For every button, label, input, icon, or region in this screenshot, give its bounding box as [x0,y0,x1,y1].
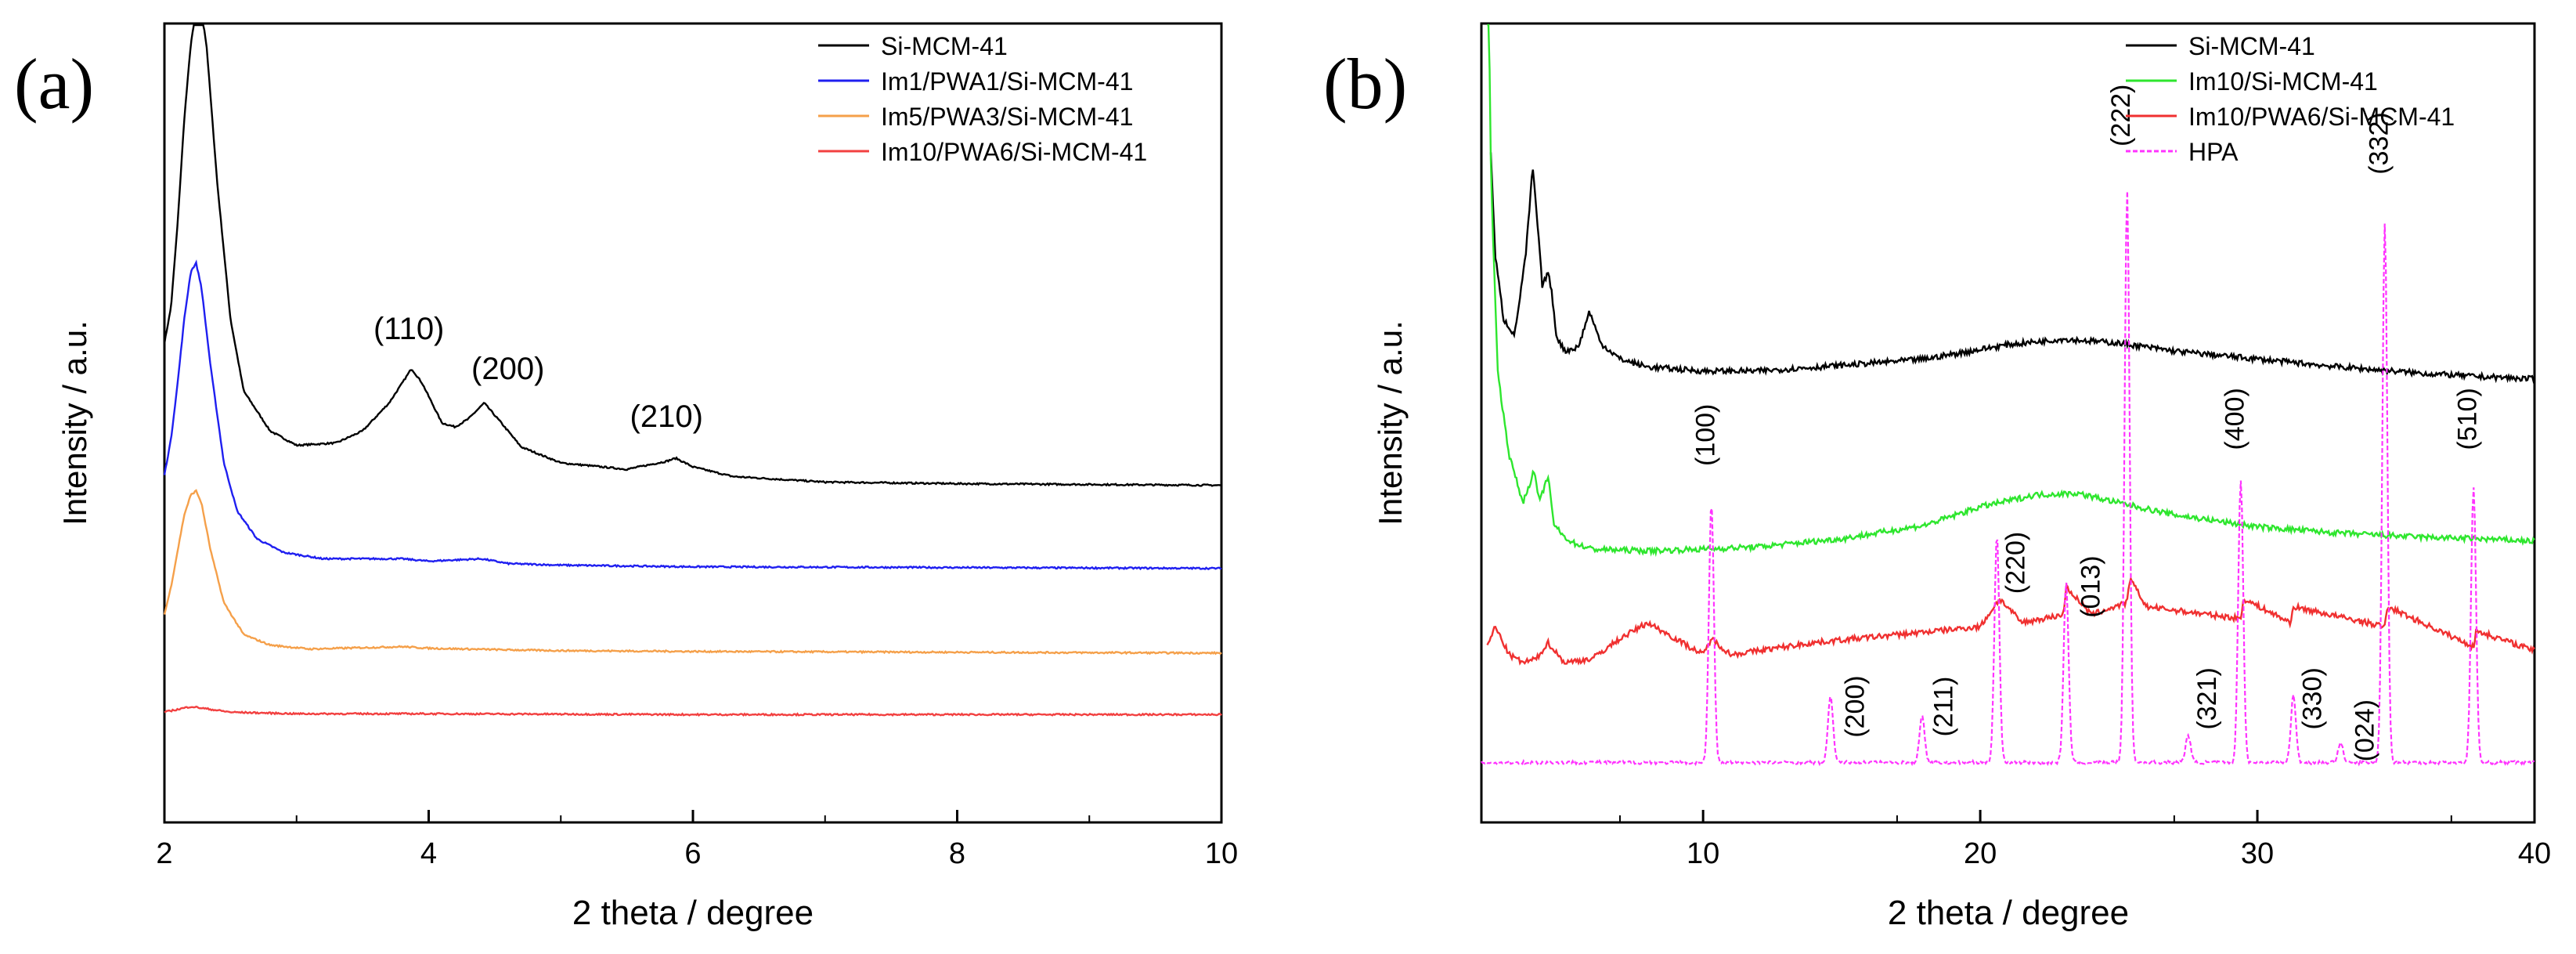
peak-label: (200) [1840,675,1870,737]
series-line-im5-pwa3-si-mcm-41 [163,489,1222,656]
peak-label: (332) [2364,112,2394,174]
plot-frame-b [1480,22,2536,824]
chart-panel-b: (b) Intensity / a.u. 2 theta / degree 10… [1323,22,2551,932]
panel-label-b: (b) [1323,44,1407,124]
x-tick-label: 10 [1687,837,1719,870]
series-line-hpa [1481,191,2535,767]
series-line-im10-pwa6-si-mcm-41 [164,705,1222,717]
x-tick-label: 20 [1964,837,1997,870]
x-tick-label: 6 [684,837,701,870]
series-line-si-mcm-41 [1489,152,2536,384]
peak-label: (013) [2076,555,2105,617]
legend-b: Si-MCM-41 Im10/Si-MCM-41 Im10/PWA6/Si-MCM-… [2126,32,2455,166]
x-ticks-a: 2 4 6 8 10 [156,810,1238,870]
annotations-a: (100)(110)(200)(210) [373,312,703,434]
panel-label-a: (a) [14,44,94,124]
legend-label: Si-MCM-41 [881,32,1008,60]
x-axis-label-b: 2 theta / degree [1888,894,2129,932]
x-tick-label: 10 [1205,837,1238,870]
peak-label: (211) [1929,677,1959,737]
peak-label: (100) [1690,404,1720,466]
peak-label: (321) [2192,667,2222,729]
peak-label: (220) [2001,532,2031,594]
legend-label: Im1/PWA1/Si-MCM-41 [881,67,1133,96]
x-axis-label-a: 2 theta / degree [572,894,814,932]
peak-label: (110) [373,312,444,346]
series-line-im1-pwa1-si-mcm-41 [163,259,1222,571]
legend-label: HPA [2188,138,2239,166]
legend-label: Im10/PWA6/Si-MCM-41 [2188,103,2455,131]
series-line-im10-si-mcm-41 [1487,23,2535,558]
y-axis-label-b: Intensity / a.u. [1372,320,1409,525]
legend-label: Im5/PWA3/Si-MCM-41 [881,103,1133,131]
x-tick-label: 40 [2518,837,2551,870]
series-group-a [163,23,1222,717]
series-line-si-mcm-41 [163,23,1222,487]
peak-label: (024) [2351,699,2380,761]
annotations-b: (100)(200) (211)(220) (013)(222)(321)(400)… [1690,85,2482,762]
y-axis-label-a: Intensity / a.u. [56,320,93,525]
x-tick-label: 4 [420,837,437,870]
chart-panel-a: (a) Intensity / a.u. 2 theta / degree 2 4… [14,22,1238,932]
legend-label: Si-MCM-41 [2188,32,2315,60]
x-ticks-b: 10 20 30 40 [1618,810,2551,870]
x-tick-label: 8 [949,837,965,870]
legend-a: Si-MCM-41 Im1/PWA1/Si-MCM-41 Im5/PWA3/Si-M… [818,32,1147,166]
peak-label: (210) [630,399,703,434]
x-tick-label: 30 [2241,837,2274,870]
peak-label: (330) [2298,667,2328,729]
series-group-b [1481,23,2536,767]
peak-label: (200) [471,352,544,386]
peak-label: (400) [2220,388,2249,450]
x-tick-label: 2 [156,837,172,870]
legend-label: Im10/PWA6/Si-MCM-41 [881,138,1147,166]
series-line-im10-pwa6-si-mcm-41 [1486,576,2535,666]
peak-label: (510) [2453,388,2483,450]
legend-label: Im10/Si-MCM-41 [2188,67,2378,96]
